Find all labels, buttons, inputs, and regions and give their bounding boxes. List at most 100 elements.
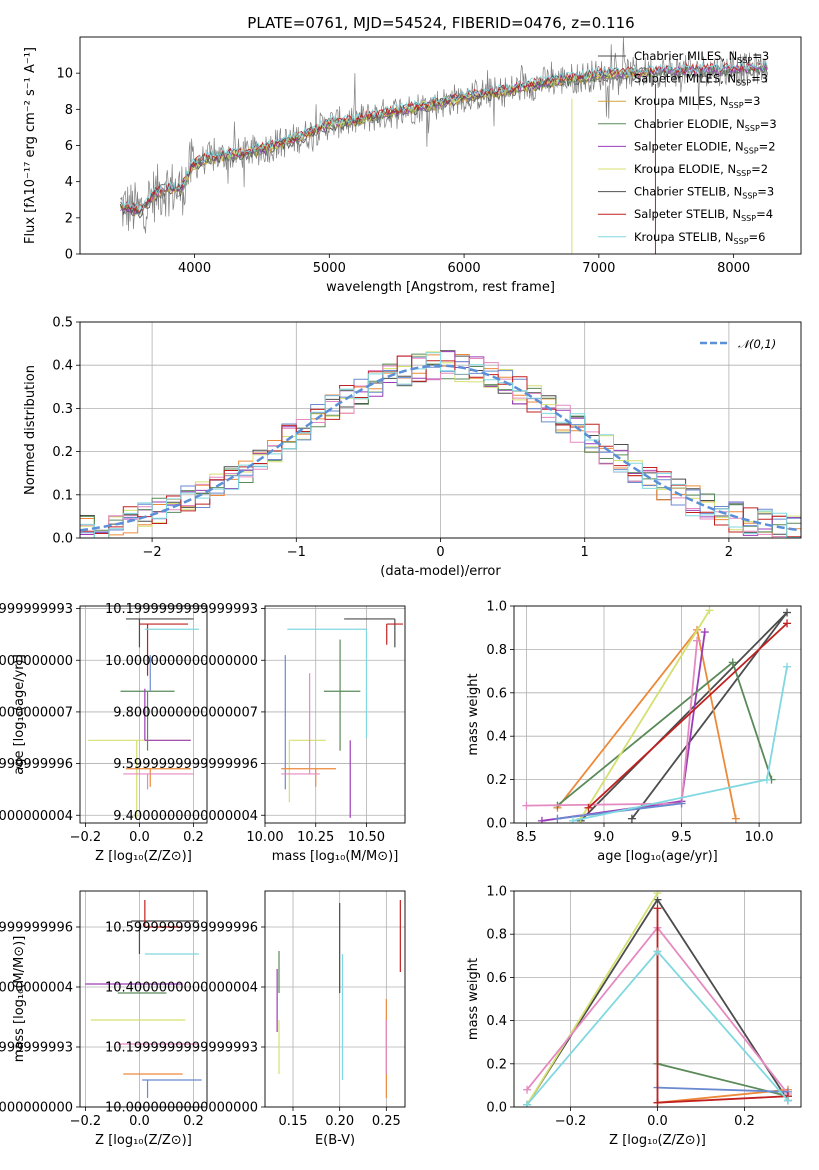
x-tick-label: 0.15 bbox=[279, 1114, 308, 1129]
legend-label-subscript: SSP bbox=[737, 56, 752, 65]
figure-title: PLATE=0761, MJD=54524, FIBERID=0476, z=0… bbox=[247, 14, 634, 32]
x-axis-label: wavelength [Angstrom, rest frame] bbox=[326, 280, 555, 295]
y-tick-label: 0.3 bbox=[52, 402, 73, 417]
y-tick-label: 0.2 bbox=[486, 773, 507, 788]
y-tick-label: 10.5999999999999996 bbox=[0, 921, 73, 936]
y-tick-label: 2 bbox=[65, 211, 73, 226]
legend-label-tail: =2 bbox=[759, 139, 776, 153]
y-axis-label: mass weight bbox=[466, 673, 481, 755]
legend-label-main: Salpeter MILES, N bbox=[634, 72, 736, 86]
y-tick-label: 10.0000000000000000 bbox=[105, 654, 258, 669]
x-tick-label: 0.0 bbox=[129, 830, 150, 845]
y-tick-label: 9.4000000000000004 bbox=[113, 809, 258, 824]
legend-label-tail: =3 bbox=[751, 72, 768, 86]
legend-label-tail: =3 bbox=[744, 94, 761, 108]
y-tick-label: 10.4000000000000004 bbox=[0, 981, 73, 996]
y-tick-label: 0.6 bbox=[486, 686, 507, 701]
legend-label-tail: =3 bbox=[752, 49, 769, 63]
y-tick-label: 0.4 bbox=[486, 730, 507, 745]
x-tick-label: −2 bbox=[143, 545, 162, 560]
x-tick-label: 6000 bbox=[448, 261, 481, 276]
legend-label-subscript: SSP bbox=[744, 146, 759, 155]
y-tick-label: 0.1 bbox=[52, 488, 73, 503]
legend-label-tail: =2 bbox=[751, 162, 768, 176]
y-tick-label: 9.8000000000000007 bbox=[0, 705, 73, 720]
y-tick-label: 0.0 bbox=[486, 1101, 507, 1116]
y-tick-label: 0.8 bbox=[486, 928, 507, 943]
y-tick-label: 1.0 bbox=[486, 885, 507, 900]
y-axis-label: Flux [fλ10⁻¹⁷ erg cm⁻² s⁻¹ A⁻¹] bbox=[23, 47, 38, 244]
y-tick-label: 6 bbox=[65, 139, 73, 154]
x-tick-label: 8.5 bbox=[516, 830, 537, 845]
y-axis-label: Normed distribution bbox=[23, 365, 38, 495]
x-tick-label: 10.50 bbox=[348, 830, 385, 845]
legend-label-main: Salpeter STELIB, N bbox=[634, 207, 741, 221]
x-axis-label: Z [log₁₀(Z/Z⊙)] bbox=[95, 849, 192, 864]
y-tick-label: 0.6 bbox=[486, 971, 507, 986]
y-tick-label: 10.5999999999999996 bbox=[105, 921, 258, 936]
x-tick-label: 10.00 bbox=[246, 830, 283, 845]
x-axis-label: Z [log₁₀(Z/Z⊙)] bbox=[95, 1133, 192, 1148]
x-tick-label: 0.0 bbox=[129, 1114, 150, 1129]
y-tick-label: 9.4000000000000004 bbox=[0, 809, 73, 824]
legend-label-tail: =6 bbox=[749, 230, 766, 244]
x-axis-label: mass [log₁₀(M/M⊙)] bbox=[272, 849, 399, 864]
x-tick-label: 7000 bbox=[582, 261, 615, 276]
y-tick-label: 9.8000000000000007 bbox=[113, 705, 258, 720]
x-axis-label: (data-model)/error bbox=[380, 564, 501, 579]
legend-label-subscript: SSP bbox=[736, 79, 751, 88]
x-tick-label: −0.2 bbox=[70, 830, 102, 845]
y-axis-label: mass weight bbox=[466, 958, 481, 1040]
x-tick-label: 0.2 bbox=[183, 1114, 204, 1129]
y-tick-label: 0.4 bbox=[52, 359, 73, 374]
legend-label-subscript: SSP bbox=[734, 237, 749, 246]
y-tick-label: 0.2 bbox=[52, 445, 73, 460]
x-tick-label: 0 bbox=[436, 545, 444, 560]
legend-label-subscript: SSP bbox=[736, 169, 751, 178]
y-tick-label: 10.1999999999999993 bbox=[0, 602, 73, 617]
y-tick-label: 0.5 bbox=[52, 316, 73, 331]
y-tick-label: 9.5999999999999996 bbox=[0, 757, 73, 772]
x-axis-label: age [log₁₀(age/yr)] bbox=[597, 849, 718, 864]
x-tick-label: −1 bbox=[287, 545, 306, 560]
x-tick-label: 5000 bbox=[313, 261, 346, 276]
x-tick-label: 2 bbox=[725, 545, 733, 560]
y-tick-label: 8 bbox=[65, 103, 73, 118]
y-tick-label: 10.1999999999999993 bbox=[0, 1041, 73, 1056]
legend-label-tail: =3 bbox=[757, 185, 774, 199]
x-tick-label: 1 bbox=[581, 545, 589, 560]
legend-label-main: Chabrier STELIB, N bbox=[634, 185, 742, 199]
x-tick-label: 0.0 bbox=[647, 1114, 668, 1129]
legend-label-subscript: SSP bbox=[742, 192, 757, 201]
x-tick-label: 0.2 bbox=[734, 1114, 755, 1129]
x-axis-label: E(B-V) bbox=[315, 1133, 355, 1148]
legend-label-main: Salpeter ELODIE, N bbox=[634, 139, 744, 153]
y-tick-label: 10.0000000000000000 bbox=[105, 1101, 258, 1116]
x-tick-label: 0.20 bbox=[325, 1114, 354, 1129]
x-tick-label: −0.2 bbox=[555, 1114, 587, 1129]
x-tick-label: 9.5 bbox=[671, 830, 692, 845]
x-tick-label: −0.2 bbox=[70, 1114, 102, 1129]
x-tick-label: 0.2 bbox=[183, 830, 204, 845]
y-tick-label: 0 bbox=[65, 248, 73, 263]
y-tick-label: 4 bbox=[65, 175, 73, 190]
y-tick-label: 10.0000000000000000 bbox=[0, 1101, 73, 1116]
legend-label-tail: =3 bbox=[760, 117, 777, 131]
y-tick-label: 0.0 bbox=[52, 532, 73, 547]
x-tick-label: 10.0 bbox=[745, 830, 774, 845]
y-tick-label: 10.1999999999999993 bbox=[105, 1041, 258, 1056]
legend-label-main: Chabrier MILES, N bbox=[634, 49, 737, 63]
x-tick-label: 4000 bbox=[178, 261, 211, 276]
y-tick-label: 10 bbox=[56, 67, 73, 82]
y-axis-label: mass [log₁₀(M/M⊙)] bbox=[12, 936, 27, 1063]
x-tick-label: 10.25 bbox=[297, 830, 334, 845]
legend-label-main: Kroupa MILES, N bbox=[634, 94, 729, 108]
legend-label-main: Chabrier ELODIE, N bbox=[634, 117, 745, 131]
y-tick-label: 0.2 bbox=[486, 1057, 507, 1072]
x-tick-label: 8000 bbox=[717, 261, 750, 276]
legend-label-main: Kroupa ELODIE, N bbox=[634, 162, 736, 176]
y-tick-label: 10.1999999999999993 bbox=[105, 602, 258, 617]
legend-label-subscript: SSP bbox=[741, 214, 756, 223]
y-tick-label: 9.5999999999999996 bbox=[113, 757, 258, 772]
x-tick-label: 9.0 bbox=[594, 830, 615, 845]
